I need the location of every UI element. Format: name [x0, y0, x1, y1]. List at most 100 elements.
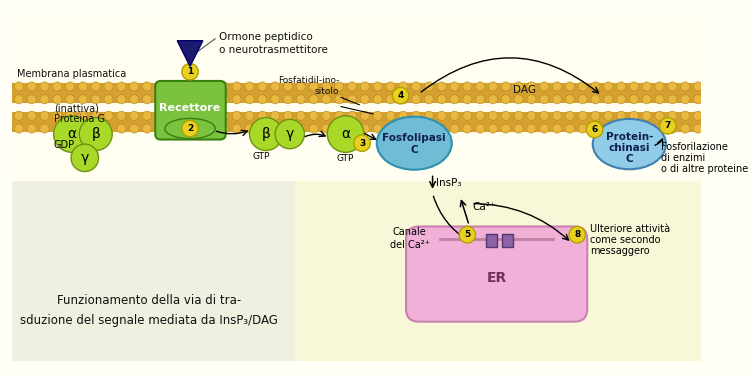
Text: messaggero: messaggero — [590, 246, 650, 256]
Circle shape — [566, 82, 575, 91]
Text: Protein-: Protein- — [605, 132, 653, 142]
Circle shape — [604, 82, 613, 91]
Circle shape — [360, 95, 370, 104]
Circle shape — [463, 82, 472, 91]
Circle shape — [668, 111, 677, 120]
Text: Recettore: Recettore — [160, 103, 221, 113]
Circle shape — [181, 82, 190, 91]
Circle shape — [117, 82, 126, 91]
Circle shape — [617, 124, 626, 133]
Circle shape — [578, 124, 587, 133]
Circle shape — [168, 95, 177, 104]
Circle shape — [194, 82, 203, 91]
Text: α: α — [341, 127, 350, 141]
Circle shape — [334, 95, 344, 104]
Circle shape — [309, 82, 319, 91]
Circle shape — [437, 124, 447, 133]
Circle shape — [194, 95, 203, 104]
Circle shape — [283, 82, 292, 91]
Circle shape — [168, 82, 177, 91]
Circle shape — [360, 111, 370, 120]
Text: 6: 6 — [591, 125, 598, 134]
Text: Proteina G: Proteina G — [53, 114, 105, 124]
Text: 7: 7 — [665, 121, 671, 130]
Circle shape — [283, 95, 292, 104]
Circle shape — [660, 118, 676, 134]
Circle shape — [27, 124, 36, 133]
Text: Ormone peptidico: Ormone peptidico — [219, 32, 313, 42]
Text: γ: γ — [81, 151, 89, 165]
Circle shape — [386, 82, 395, 91]
Circle shape — [194, 111, 203, 120]
Ellipse shape — [593, 119, 666, 169]
Circle shape — [206, 111, 215, 120]
Circle shape — [642, 95, 651, 104]
Circle shape — [181, 111, 190, 120]
Circle shape — [117, 95, 126, 104]
Circle shape — [463, 111, 472, 120]
Circle shape — [78, 95, 87, 104]
Circle shape — [27, 82, 36, 91]
Circle shape — [14, 82, 23, 91]
Circle shape — [91, 95, 100, 104]
Circle shape — [527, 95, 536, 104]
Circle shape — [53, 95, 62, 104]
Circle shape — [322, 111, 331, 120]
Circle shape — [463, 95, 472, 104]
Circle shape — [553, 111, 562, 120]
Text: o neurotrasmettitore: o neurotrasmettitore — [219, 45, 328, 55]
Circle shape — [617, 111, 626, 120]
Text: DAG: DAG — [513, 85, 535, 95]
Circle shape — [27, 95, 36, 104]
Circle shape — [309, 95, 319, 104]
Circle shape — [53, 116, 90, 152]
Text: GTP: GTP — [253, 152, 270, 161]
Circle shape — [270, 124, 279, 133]
Text: Fosfolipasi: Fosfolipasi — [383, 133, 446, 143]
Circle shape — [373, 82, 383, 91]
Circle shape — [232, 111, 241, 120]
Circle shape — [40, 124, 49, 133]
Circle shape — [553, 124, 562, 133]
Polygon shape — [295, 181, 701, 361]
Text: Fosforilazione: Fosforilazione — [661, 142, 728, 152]
Circle shape — [425, 82, 434, 91]
Circle shape — [501, 111, 511, 120]
Circle shape — [79, 118, 112, 150]
Bar — [11, 112, 701, 132]
Circle shape — [437, 95, 447, 104]
Circle shape — [66, 82, 75, 91]
Circle shape — [53, 111, 62, 120]
Circle shape — [527, 124, 536, 133]
Circle shape — [328, 116, 364, 152]
Text: α: α — [68, 127, 77, 141]
Circle shape — [258, 82, 267, 91]
Text: β: β — [91, 127, 100, 141]
Circle shape — [604, 95, 613, 104]
Circle shape — [354, 135, 370, 152]
Circle shape — [463, 124, 472, 133]
Circle shape — [489, 95, 498, 104]
Circle shape — [591, 111, 600, 120]
Circle shape — [53, 124, 62, 133]
Circle shape — [514, 95, 523, 104]
Circle shape — [694, 124, 703, 133]
Circle shape — [232, 95, 241, 104]
Circle shape — [270, 95, 279, 104]
Text: (inattiva): (inattiva) — [53, 104, 99, 114]
Circle shape — [283, 111, 292, 120]
Circle shape — [578, 111, 587, 120]
Circle shape — [194, 124, 203, 133]
Circle shape — [155, 82, 164, 91]
Circle shape — [398, 124, 408, 133]
Circle shape — [630, 124, 639, 133]
Circle shape — [14, 111, 23, 120]
Circle shape — [245, 82, 254, 91]
Circle shape — [373, 95, 383, 104]
Circle shape — [104, 82, 113, 91]
Circle shape — [155, 124, 164, 133]
Circle shape — [604, 111, 613, 120]
Circle shape — [130, 111, 139, 120]
Circle shape — [155, 111, 164, 120]
Text: GTP: GTP — [337, 154, 355, 163]
